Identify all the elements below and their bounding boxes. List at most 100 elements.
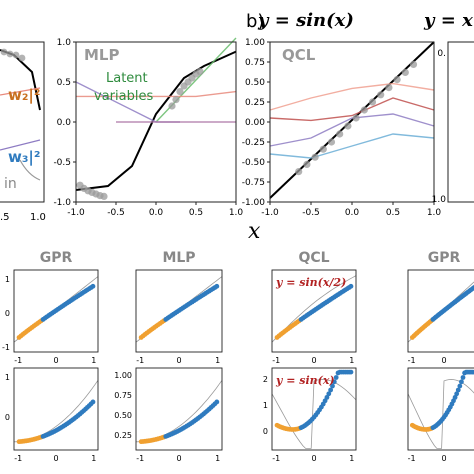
grid-xtick-label: 0	[441, 356, 446, 365]
grid-xtick-label: 0	[53, 454, 58, 463]
legend-w2: w₂|²	[8, 86, 40, 105]
grid-xtick-label: 0	[176, 356, 181, 365]
left-partial-latent-1	[0, 87, 41, 96]
grid-data-point	[90, 399, 96, 405]
qcl-ytick-label: -0.75	[242, 178, 265, 188]
mlp-series-fit-0	[75, 50, 237, 191]
grid-row-label-1: y = sin(x)	[275, 374, 335, 387]
grid-xtick-label: 1	[349, 356, 354, 365]
equation-x: y = x	[423, 10, 473, 31]
grid-xtick-label: 1	[349, 454, 354, 463]
qcl-xtick-label: 0.5	[386, 208, 400, 218]
right-partial-frame	[447, 41, 474, 203]
qcl-ytick-label: 0.75	[245, 58, 265, 68]
mlp-xtick-label: -0.5	[107, 208, 125, 218]
left-partial-latent-2	[0, 139, 41, 151]
mlp-train-point	[168, 102, 176, 110]
grid-xtick-label: -1	[272, 356, 280, 365]
qcl-train-point	[385, 84, 393, 92]
grid-qcl-row2-ytick: 1	[263, 401, 268, 410]
grid-data-point	[348, 369, 354, 375]
grid-xtick-label: 1	[91, 356, 96, 365]
grid-data-point	[330, 383, 335, 389]
qcl-train-point	[360, 106, 368, 114]
qcl-train-point	[303, 160, 311, 168]
qcl-xtick-label: 1.0	[427, 208, 442, 218]
grid-data-point	[348, 283, 354, 289]
grid-row-label-0: y = sin(x/2)	[275, 276, 346, 289]
grid-xtick-label: -1	[272, 454, 280, 463]
grid-row2-ytick: 0	[5, 413, 10, 422]
qcl-ytick-label: 1.00	[245, 38, 265, 48]
grid-xtick-label: 0	[176, 454, 181, 463]
mlp-xtick-label: 0.0	[149, 208, 164, 218]
qcl-train-point	[401, 68, 409, 76]
mlp-annotation-line2: variables	[94, 89, 153, 104]
equation-sin-x: y = sin(x)	[257, 10, 354, 31]
mlp-train-point	[176, 88, 184, 96]
grid-data-point	[214, 283, 220, 289]
qcl-series-latent-5	[269, 133, 435, 159]
qcl-train-point	[393, 76, 401, 84]
x-axis-symbol: x	[248, 219, 261, 244]
grid-mlp-row2-ytick: 0.50	[114, 411, 132, 420]
grid-cell-frame	[13, 269, 99, 353]
qcl-ytick-label: 0.25	[245, 98, 265, 108]
grid-data-point	[460, 375, 466, 380]
grid-xtick-label: 0	[441, 454, 446, 463]
grid-data-point	[214, 399, 220, 405]
qcl-train-point	[368, 98, 377, 106]
qcl-train-point	[311, 153, 319, 161]
mlp-train-point	[172, 96, 180, 104]
qcl-xtick-label: 0.0	[345, 208, 360, 218]
grid-qcl-row2-ytick: 0	[263, 427, 268, 436]
left-xtick-05: .5	[0, 212, 10, 223]
grid-cell-frame	[271, 269, 357, 353]
mlp-title: MLP	[84, 46, 119, 64]
qcl-xtick-label: -0.5	[302, 208, 320, 218]
grid-data-point	[326, 391, 332, 397]
chart-points-layer	[0, 48, 474, 445]
mlp-ytick-label: -1.0	[53, 198, 71, 208]
grid-row2-ytick: 1	[5, 373, 10, 382]
grid-mlp-row2-ytick: 0.25	[114, 431, 132, 440]
chart-axes-layer: -1.0 -0.5 0.0 0.5 1.0-1.0-0.50.00.51.0MLPLat…	[0, 38, 474, 463]
grid-cell-frame	[407, 269, 474, 353]
grid-mlp-row2-ytick: 1.00	[114, 371, 132, 380]
grid-cell-frame	[407, 367, 474, 451]
grid-title-3: GPR	[428, 250, 461, 266]
grid-xtick-label: 1	[91, 454, 96, 463]
grid-xtick-label: -1	[136, 356, 144, 365]
grid-data-point	[452, 394, 458, 400]
grid-data-point	[333, 375, 339, 380]
mlp-train-point	[100, 192, 108, 200]
grid-xtick-label: -1	[14, 356, 22, 365]
qcl-train-point	[295, 168, 303, 176]
grid-cell-frame	[135, 367, 223, 451]
qcl-train-point	[377, 91, 385, 99]
chart-lines-layer	[0, 37, 474, 449]
qcl-series-latent-3	[269, 97, 435, 122]
mlp-xtick-label: 1.0	[229, 208, 244, 218]
grid-cell-frame	[135, 269, 223, 353]
grid-cell-frame	[13, 367, 99, 451]
qcl-series-latent-2	[269, 82, 435, 111]
left-partial-train-point	[0, 48, 8, 56]
left-partial-train-point	[6, 50, 14, 58]
legend-train-partial: in	[4, 176, 17, 192]
grid-title-0: GPR	[40, 250, 73, 266]
left-partial-train-point	[18, 54, 26, 62]
grid-data-point	[331, 379, 337, 385]
mlp-xtick-label: -1.0	[67, 208, 85, 218]
qcl-train-point	[319, 145, 327, 153]
grid-qcl-row2-ytick: 2	[263, 375, 268, 384]
grid-data-point	[90, 283, 96, 289]
right-partial-ytick-top: 0.	[437, 49, 446, 59]
grid-data-point	[457, 383, 463, 389]
grid-data-point	[471, 369, 474, 375]
left-partial-frame	[0, 41, 45, 203]
qcl-xtick-label: -1.0	[261, 208, 279, 218]
grid-data-point	[455, 387, 461, 393]
qcl-ytick-label: 0.00	[245, 118, 265, 128]
